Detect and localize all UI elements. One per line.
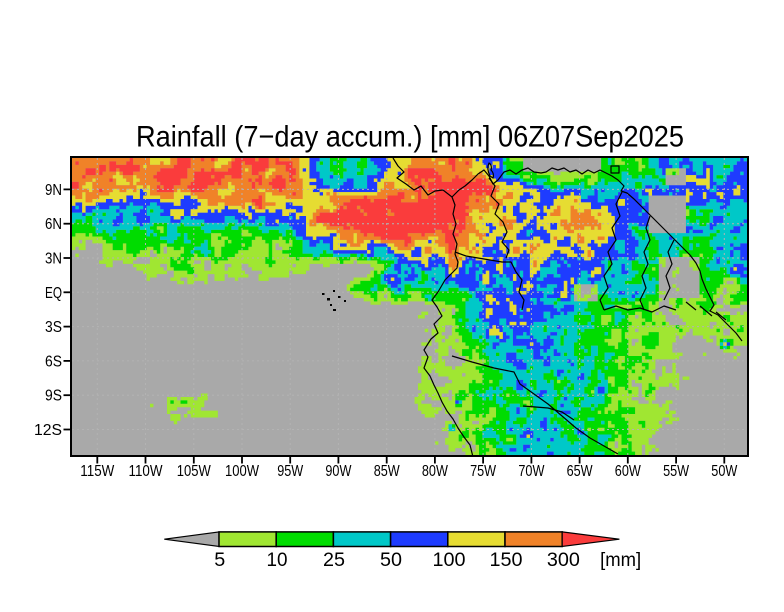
svg-text:Rainfall (7−day accum.) [mm] 0: Rainfall (7−day accum.) [mm] 06Z07Sep202… <box>136 121 684 154</box>
svg-text:9N: 9N <box>45 182 62 199</box>
svg-text:3N: 3N <box>45 251 62 268</box>
svg-text:100: 100 <box>433 549 466 571</box>
svg-text:75W: 75W <box>470 463 496 480</box>
svg-text:85W: 85W <box>374 463 400 480</box>
svg-text:150: 150 <box>490 549 523 571</box>
svg-text:115W: 115W <box>80 463 114 480</box>
svg-text:110W: 110W <box>129 463 163 480</box>
svg-text:9S: 9S <box>45 388 62 405</box>
svg-text:25: 25 <box>323 549 345 571</box>
svg-text:80W: 80W <box>422 463 448 480</box>
svg-text:12S: 12S <box>34 422 62 439</box>
svg-text:[mm]: [mm] <box>600 549 641 571</box>
svg-text:EQ: EQ <box>45 285 62 302</box>
svg-text:90W: 90W <box>325 463 351 480</box>
svg-text:70W: 70W <box>518 463 544 480</box>
svg-text:6S: 6S <box>45 353 62 370</box>
svg-text:95W: 95W <box>277 463 303 480</box>
svg-text:100W: 100W <box>225 463 259 480</box>
svg-text:55W: 55W <box>663 463 689 480</box>
svg-text:300: 300 <box>547 549 580 571</box>
svg-text:3S: 3S <box>45 319 62 336</box>
svg-text:60W: 60W <box>615 463 641 480</box>
svg-text:50: 50 <box>380 549 402 571</box>
svg-text:10: 10 <box>267 549 288 571</box>
svg-text:5: 5 <box>214 549 225 571</box>
svg-text:105W: 105W <box>177 463 211 480</box>
svg-text:6N: 6N <box>45 216 62 233</box>
svg-text:50W: 50W <box>711 463 737 480</box>
svg-text:65W: 65W <box>567 463 593 480</box>
